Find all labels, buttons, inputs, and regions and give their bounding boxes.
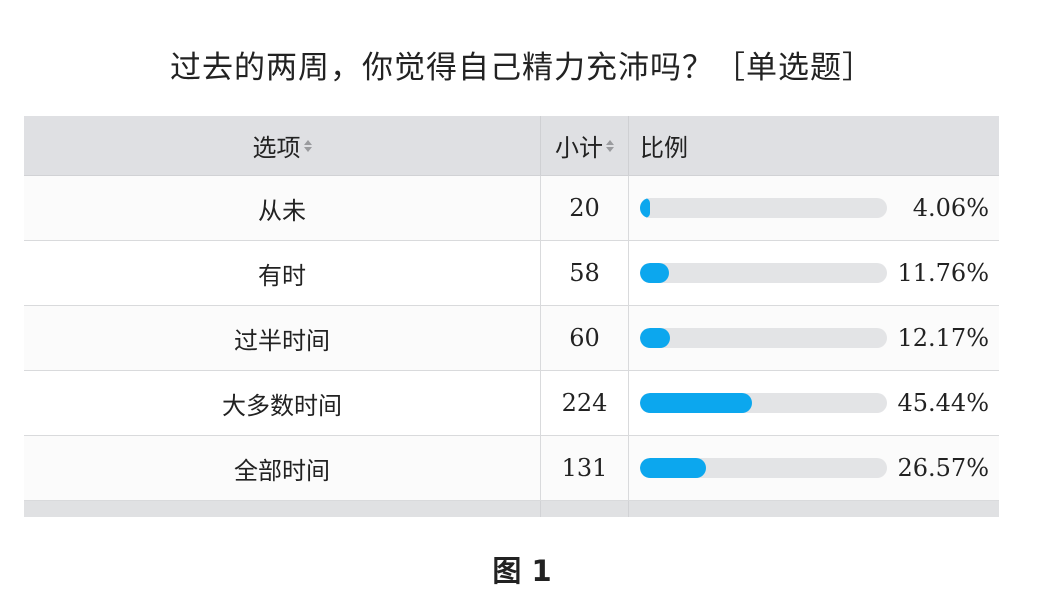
- header-option[interactable]: 选项: [24, 116, 541, 175]
- progress-bar-fill: [640, 393, 753, 413]
- table-footer: [24, 501, 999, 517]
- count-cell: 224: [541, 371, 629, 435]
- header-ratio-label: 比例: [640, 134, 688, 162]
- percent-value: 4.06%: [912, 194, 989, 222]
- progress-bar-fill: [640, 198, 651, 218]
- header-count-label: 小计: [555, 134, 603, 162]
- header-option-label: 选项: [252, 134, 301, 162]
- table-row: 过半时间 60 12.17%: [24, 306, 999, 371]
- option-cell: 从未: [24, 176, 541, 240]
- header-ratio: 比例: [629, 116, 999, 175]
- progress-bar-track: [640, 263, 887, 283]
- table-row: 大多数时间 224 45.44%: [24, 371, 999, 436]
- table-row: 全部时间 131 26.57%: [24, 436, 999, 501]
- sort-arrows-icon[interactable]: [606, 139, 614, 153]
- ratio-cell: 4.06%: [629, 176, 999, 240]
- results-table: 选项 小计 比例 从未 20 4.06% 有时 58 11.76% 过半时间 6…: [24, 116, 999, 517]
- progress-bar-track: [640, 458, 887, 478]
- count-cell: 20: [541, 176, 629, 240]
- progress-bar-track: [640, 198, 887, 218]
- footer-ratio: [629, 501, 999, 517]
- count-cell: 131: [541, 436, 629, 500]
- ratio-cell: 12.17%: [629, 306, 999, 370]
- ratio-cell: 45.44%: [629, 371, 999, 435]
- figure-caption: 图 1: [492, 554, 552, 588]
- progress-bar-fill: [640, 328, 671, 348]
- survey-question-title: 过去的两周，你觉得自己精力充沛吗？［单选题］: [170, 50, 874, 86]
- percent-value: 12.17%: [897, 324, 989, 352]
- count-cell: 60: [541, 306, 629, 370]
- table-row: 有时 58 11.76%: [24, 241, 999, 306]
- percent-value: 11.76%: [897, 259, 989, 287]
- option-cell: 大多数时间: [24, 371, 541, 435]
- ratio-cell: 26.57%: [629, 436, 999, 500]
- sort-arrows-icon[interactable]: [303, 139, 312, 153]
- footer-option: [24, 501, 541, 517]
- table-row: 从未 20 4.06%: [24, 176, 999, 241]
- count-cell: 58: [541, 241, 629, 305]
- percent-value: 26.57%: [897, 454, 989, 482]
- progress-bar-track: [640, 328, 887, 348]
- progress-bar-fill: [640, 263, 670, 283]
- option-cell: 过半时间: [24, 306, 541, 370]
- percent-value: 45.44%: [897, 389, 989, 417]
- progress-bar-fill: [640, 458, 706, 478]
- table-header: 选项 小计 比例: [24, 116, 999, 176]
- header-count[interactable]: 小计: [541, 116, 629, 175]
- progress-bar-track: [640, 393, 887, 413]
- footer-count: [541, 501, 629, 517]
- option-cell: 全部时间: [24, 436, 541, 500]
- option-cell: 有时: [24, 241, 541, 305]
- ratio-cell: 11.76%: [629, 241, 999, 305]
